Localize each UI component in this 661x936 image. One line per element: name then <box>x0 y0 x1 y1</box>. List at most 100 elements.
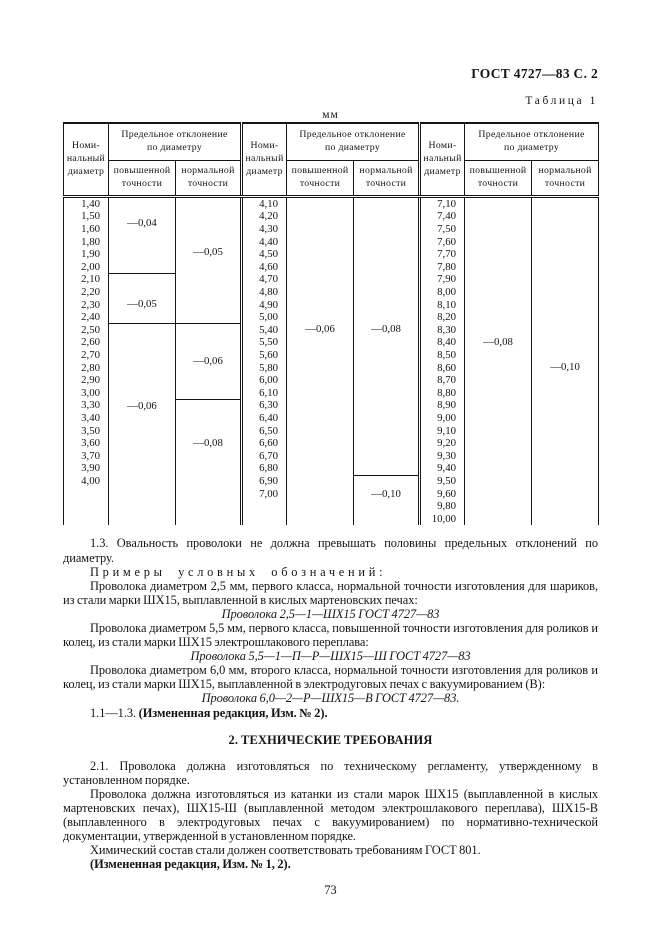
diameter-cell: 2,20 <box>63 286 109 299</box>
diameter-cell: 7,00 <box>241 487 288 501</box>
header-increased-precision: повышенной точности <box>108 160 176 198</box>
diameter-cell: 9,00 <box>419 412 466 425</box>
table-row: 2,70 5,60 8,50 <box>63 349 599 362</box>
diameter-cell: 8,20 <box>419 311 466 324</box>
diameter-cell: 8,10 <box>419 298 466 312</box>
diameter-cell: 7,50 <box>419 223 466 236</box>
diameter-cell: 3,30 <box>63 399 109 413</box>
diameter-cell: 4,80 <box>241 286 288 299</box>
tolerance-cell: —0,06 <box>174 323 244 400</box>
document-text: 1.3. Овальность проволоки не должна прев… <box>63 536 598 871</box>
diameter-cell: 2,70 <box>63 349 109 362</box>
diameter-cell: 5,40 <box>241 323 288 337</box>
clause-1-3: 1.3. Овальность проволоки не должна прев… <box>63 536 598 565</box>
table-row: 7,00 9,60 <box>63 487 599 501</box>
diameter-cell <box>241 500 288 513</box>
diameter-cell: 3,00 <box>63 386 109 400</box>
diameter-cell: 1,50 <box>63 210 109 224</box>
diameter-cell: 7,70 <box>419 248 466 261</box>
tolerance-cell: —0,08 <box>174 399 244 526</box>
diameter-cell <box>63 487 109 501</box>
table-caption: Таблица 1 <box>525 95 598 107</box>
diameter-cell: 6,00 <box>241 374 288 387</box>
table-row: 2,40 5,00 8,20 <box>63 311 599 324</box>
tolerance-cell: —0,05 <box>108 273 176 325</box>
diameter-cell: 4,40 <box>241 235 288 249</box>
diameter-cell: 6,30 <box>241 399 288 413</box>
diameter-cell: 9,40 <box>419 462 466 476</box>
header-increased-precision: повышенной точности <box>464 160 533 198</box>
table-row: 2,80 5,80 8,60 <box>63 361 599 375</box>
diameter-cell: 2,30 <box>63 298 109 312</box>
table-row: 10,00 <box>63 512 599 526</box>
tolerance-cell: —0,06 <box>286 196 355 526</box>
diameter-cell: 4,70 <box>241 273 288 287</box>
diameter-cell: 8,60 <box>419 361 466 375</box>
diameter-cell: 3,40 <box>63 412 109 425</box>
example-2-designation: Проволока 5,5—1—П—Р—ШХ15—Ш ГОСТ 4727—83 <box>190 649 471 664</box>
header-normal-precision: нормальной точности <box>353 160 422 198</box>
tolerance-cell: —0,06 <box>108 323 176 526</box>
diameter-cell: 7,80 <box>419 260 466 274</box>
diameter-cell: 4,10 <box>241 196 288 211</box>
tolerance-cell: —0,08 <box>464 196 533 526</box>
table-row: 2,20 4,80 8,00 <box>63 286 599 299</box>
diameter-cell: 4,60 <box>241 260 288 274</box>
tolerance-cell: —0,10 <box>531 196 600 526</box>
doc-number: ГОСТ 4727—83 С. 2 <box>471 66 598 81</box>
table-row: 2,90 6,00 8,70 <box>63 374 599 387</box>
diameter-cell: 2,50 <box>63 323 109 337</box>
diameter-cell: 1,80 <box>63 235 109 249</box>
table-row: 9,80 <box>63 500 599 513</box>
tolerance-cell: —0,04 <box>108 195 176 275</box>
header-normal-precision: нормальной точности <box>174 160 244 198</box>
tolerance-cell: —0,10 <box>353 474 422 526</box>
diameter-cell: 6,70 <box>241 449 288 463</box>
header-nominal-diameter: Номи- нальный диаметр <box>63 122 109 198</box>
diameter-cell: 7,90 <box>419 273 466 287</box>
examples-heading: Примеры условных обозначений: <box>90 564 387 579</box>
diameter-cell: 4,90 <box>241 298 288 312</box>
table-row: 2,00 4,60 7,80 <box>63 260 599 274</box>
table-row: 3,90 6,80 9,40 <box>63 462 599 476</box>
diameter-cell <box>241 512 288 526</box>
amendment-clause-2: (Измененная редакция, Изм. № 1, 2). <box>63 857 598 871</box>
table-row: 3,30 —0,08 6,30 8,90 <box>63 399 599 526</box>
diameter-cell: 4,20 <box>241 210 288 224</box>
diameter-cell: 10,00 <box>419 512 466 526</box>
diameter-cell: 8,80 <box>419 386 466 400</box>
table-row: 2,30 4,90 8,10 <box>63 298 599 312</box>
amendment-clause-1: 1.1—1.3. (Измененная редакция, Изм. № 2)… <box>63 706 598 720</box>
header-nominal-diameter: Номи- нальный диаметр <box>419 122 466 198</box>
diameter-cell: 1,90 <box>63 248 109 261</box>
example-1-designation: Проволока 2,5—1—ШХ15 ГОСТ 4727—83 <box>221 606 440 621</box>
table-row: 3,50 6,50 9,10 <box>63 424 599 438</box>
tolerance-cell: —0,08 <box>353 196 422 476</box>
diameter-cell: 8,40 <box>419 336 466 350</box>
diameter-cell: 2,90 <box>63 374 109 387</box>
header-increased-precision: повышенной точности <box>286 160 355 198</box>
diameter-cell: 2,00 <box>63 260 109 274</box>
diameter-cell: 8,90 <box>419 399 466 413</box>
page-number: 73 <box>324 882 337 897</box>
table-row: 1,40 —0,04 —0,05 4,10 —0,06 —0,08 7,10 —0,08 —0,… <box>63 195 600 526</box>
diameter-cell: 2,10 <box>63 273 109 287</box>
diameter-tolerance-table: Номи- нальный диаметр Предельное отклоне… <box>63 122 600 526</box>
diameter-cell: 6,50 <box>241 424 288 438</box>
table-row: 3,60 6,60 9,20 <box>63 437 599 450</box>
diameter-cell: 6,60 <box>241 437 288 450</box>
header-deviation: Предельное отклонение по диаметру <box>464 122 600 161</box>
diameter-cell: 4,00 <box>63 475 109 488</box>
diameter-cell: 6,40 <box>241 412 288 425</box>
diameter-cell: 5,80 <box>241 361 288 375</box>
diameter-cell: 9,60 <box>419 487 466 501</box>
table-row: 3,40 6,40 9,00 <box>63 412 599 425</box>
table-row: 2,50 —0,06 —0,06 5,40 8,30 <box>63 323 599 526</box>
table-row: 2,10 —0,05 4,70 7,90 <box>63 273 599 325</box>
table-row: 3,00 6,10 8,80 <box>63 386 599 400</box>
table-row: 4,00 6,90 —0,10 9,50 <box>63 474 599 526</box>
amendment-1-prefix: 1.1—1.3. <box>90 705 139 720</box>
diameter-cell: 8,70 <box>419 374 466 387</box>
diameter-cell <box>63 500 109 513</box>
diameter-cell: 3,50 <box>63 424 109 438</box>
